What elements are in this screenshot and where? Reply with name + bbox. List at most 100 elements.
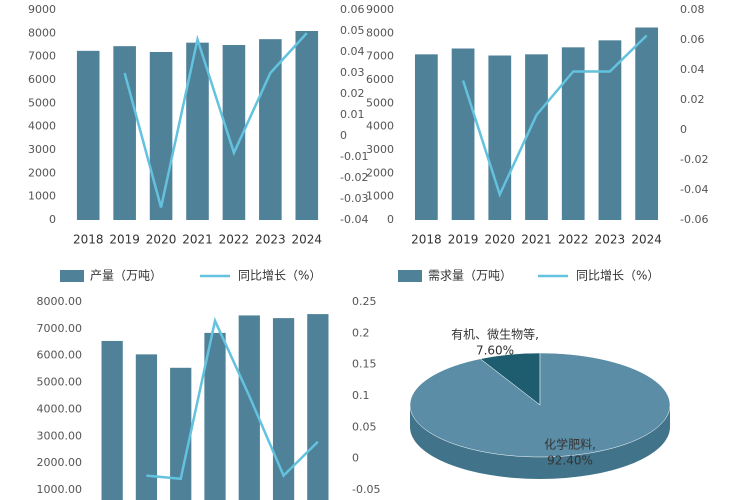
bar — [170, 367, 192, 500]
y2-tick-label: -0.02 — [680, 153, 708, 166]
y-tick-label: 3000 — [28, 143, 56, 156]
y-tick-label: 2000 — [28, 166, 56, 179]
x-tick-label: 2020 — [485, 233, 516, 247]
y-tick-label: 7000 — [28, 50, 56, 63]
y-tick-label: 5000.00 — [37, 376, 83, 389]
x-tick-label: 2021 — [521, 233, 552, 247]
y2-tick-label: 0.08 — [680, 3, 705, 16]
y2-tick-label: 0 — [340, 129, 347, 142]
y-tick-label: 6000 — [28, 73, 56, 86]
bar — [598, 40, 622, 221]
legend-label: 同比增长（%） — [576, 269, 659, 283]
pie-slice — [409, 352, 671, 458]
y2-tick-label: 0.05 — [352, 420, 377, 433]
y-tick-label: 9000 — [366, 3, 394, 16]
growth-line — [146, 316, 319, 481]
bar — [222, 45, 246, 220]
x-tick-label: 2024 — [631, 233, 662, 247]
y2-tick-label: 0 — [352, 452, 359, 465]
y-tick-label: 1000.00 — [37, 483, 83, 496]
x-tick-label: 2018 — [73, 233, 104, 247]
legend-label: 产量（万吨） — [90, 269, 162, 283]
x-tick-label: 2018 — [411, 233, 442, 247]
bar — [76, 50, 100, 221]
legend-swatch — [60, 270, 84, 282]
bar — [135, 354, 158, 500]
y2-tick-label: 0.02 — [340, 87, 365, 100]
y2-tick-label: -0.06 — [680, 213, 708, 226]
y2-tick-label: 0.02 — [680, 93, 705, 106]
y2-tick-label: 0.04 — [340, 45, 365, 58]
bar — [635, 27, 659, 220]
x-tick-label: 2024 — [292, 233, 323, 247]
bar — [204, 332, 226, 500]
bar — [272, 318, 295, 500]
y2-tick-label: 0.01 — [340, 108, 365, 121]
slice-label: 有机、微生物等, — [451, 328, 539, 342]
y-tick-label: 7000.00 — [37, 322, 83, 335]
bar — [414, 54, 438, 221]
legend-swatch — [398, 270, 422, 282]
y-tick-label: 3000 — [366, 143, 394, 156]
y2-tick-label: 0.06 — [680, 33, 705, 46]
legend-label: 需求量（万吨） — [428, 269, 512, 283]
growth-line — [461, 34, 648, 198]
y-tick-label: 3000.00 — [37, 429, 83, 442]
y-tick-label: 1000 — [28, 190, 56, 203]
y2-tick-label: 0.2 — [352, 326, 370, 339]
y2-tick-label: -0.03 — [340, 192, 368, 205]
y-tick-label: 1000 — [366, 190, 394, 203]
y-tick-label: 5000 — [28, 96, 56, 109]
slice-value: 7.60% — [476, 344, 514, 358]
y-tick-label: 0 — [387, 213, 394, 226]
x-tick-label: 2022 — [558, 233, 589, 247]
bar — [561, 47, 585, 221]
y-tick-label: 8000 — [366, 26, 394, 39]
y-tick-label: 7000 — [366, 50, 394, 63]
bar — [238, 315, 260, 500]
y-tick-label: 6000 — [366, 73, 394, 86]
y-tick-label: 8000.00 — [37, 295, 83, 308]
x-tick-label: 2019 — [109, 233, 140, 247]
y2-tick-label: -0.04 — [340, 213, 368, 226]
bar — [149, 52, 173, 220]
y2-tick-label: -0.04 — [680, 183, 708, 196]
y2-tick-label: 0.03 — [340, 66, 365, 79]
y2-tick-label: 0.25 — [352, 295, 377, 308]
y-tick-label: 4000.00 — [37, 402, 83, 415]
x-tick-label: 2019 — [448, 233, 479, 247]
bar — [295, 31, 319, 220]
y2-tick-label: 0 — [680, 123, 687, 136]
y2-tick-label: 0.04 — [680, 63, 705, 76]
y-tick-label: 2000 — [366, 166, 394, 179]
y-tick-label: 6000.00 — [37, 349, 83, 362]
x-tick-label: 2020 — [146, 233, 177, 247]
bar — [259, 39, 282, 220]
y2-tick-label: -0.05 — [352, 483, 380, 496]
x-tick-label: 2023 — [595, 233, 626, 247]
x-tick-label: 2023 — [255, 233, 286, 247]
bar — [525, 54, 548, 221]
y2-tick-label: 0.05 — [340, 24, 365, 37]
slice-label: 化学肥料, — [544, 437, 596, 452]
y-tick-label: 8000 — [28, 26, 56, 39]
y2-tick-label: -0.01 — [340, 150, 368, 163]
y2-tick-label: -0.02 — [340, 171, 368, 184]
bar — [307, 314, 329, 500]
x-tick-label: 2022 — [219, 233, 250, 247]
y2-tick-label: 0.06 — [340, 3, 365, 16]
bar — [101, 340, 123, 500]
y2-tick-label: 0.1 — [352, 389, 370, 402]
legend-label: 同比增长（%） — [238, 269, 321, 283]
y-tick-label: 9000 — [28, 3, 56, 16]
y-tick-label: 0 — [49, 213, 56, 226]
y2-tick-label: 0.15 — [352, 358, 377, 371]
bar — [113, 46, 136, 220]
slice-value: 92.40% — [547, 454, 593, 468]
growth-line — [123, 32, 308, 208]
x-tick-label: 2021 — [182, 233, 213, 247]
bar — [186, 42, 209, 220]
bar — [451, 48, 475, 220]
y-tick-label: 5000 — [366, 96, 394, 109]
